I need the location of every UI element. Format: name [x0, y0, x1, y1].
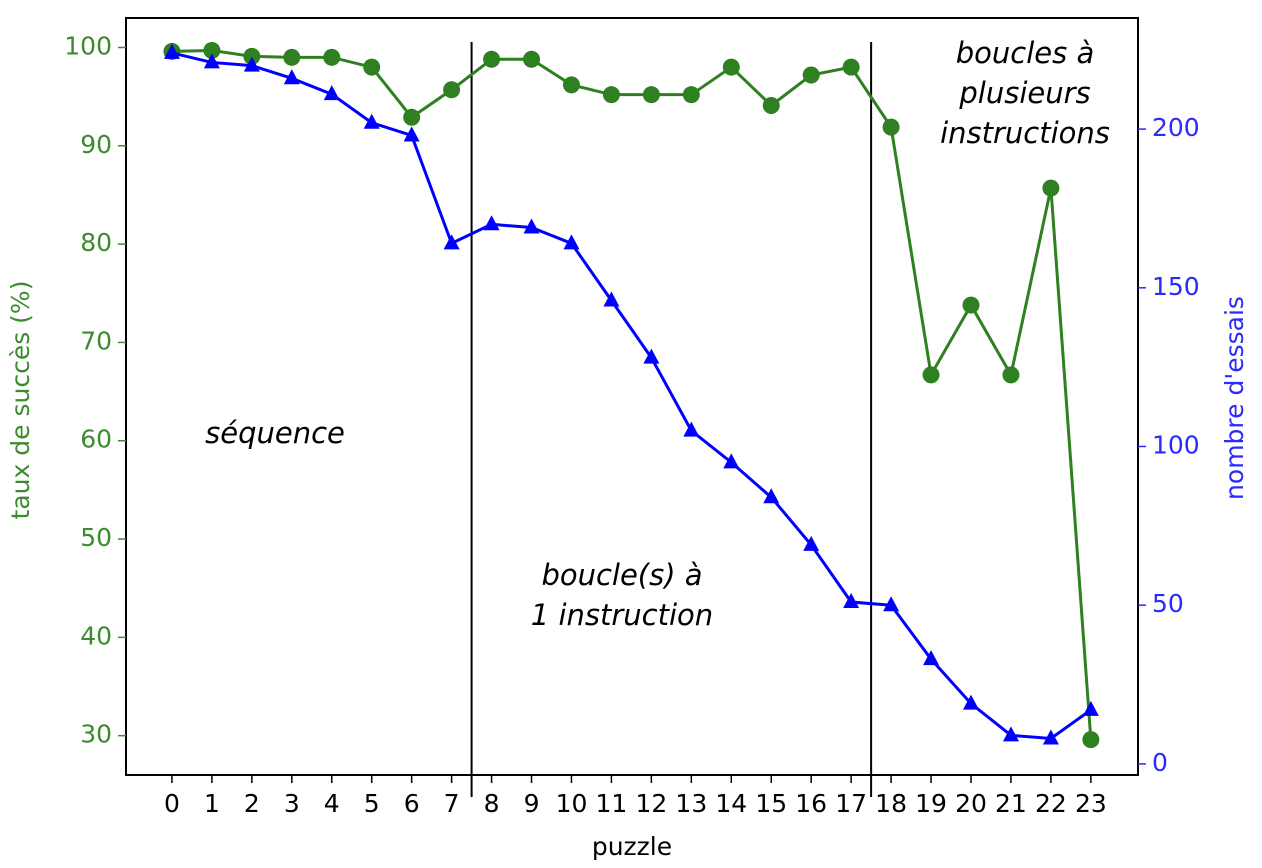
x-axis-label: puzzle	[592, 832, 672, 861]
y-axis-label: taux de succès (%)	[6, 281, 35, 520]
marker	[1042, 729, 1059, 745]
marker	[363, 58, 381, 76]
y-tick-label: 100	[64, 31, 112, 60]
annotation: instructions	[940, 116, 1110, 150]
marker	[723, 453, 740, 469]
marker	[163, 43, 180, 59]
x-tick-label: 6	[404, 789, 420, 818]
marker	[203, 53, 220, 69]
y-tick-label: 60	[80, 425, 112, 454]
x-tick-label: 0	[164, 789, 180, 818]
marker	[363, 113, 380, 129]
x-tick-label: 1	[204, 789, 220, 818]
y2-tick-label: 150	[1152, 272, 1200, 301]
x-tick-label: 10	[556, 789, 588, 818]
marker	[682, 86, 700, 104]
y2-tick-label: 100	[1152, 430, 1200, 459]
x-tick-label: 23	[1075, 789, 1107, 818]
marker	[962, 296, 980, 314]
marker	[922, 366, 940, 384]
x-tick-label: 5	[364, 789, 380, 818]
marker	[243, 56, 260, 72]
x-tick-label: 12	[635, 789, 667, 818]
x-tick-label: 7	[444, 789, 460, 818]
annotation: plusieurs	[958, 76, 1090, 110]
marker	[403, 108, 421, 126]
x-tick-label: 13	[675, 789, 707, 818]
marker	[1082, 731, 1100, 749]
marker	[523, 50, 541, 68]
x-tick-label: 21	[995, 789, 1027, 818]
marker	[283, 69, 300, 85]
marker	[762, 96, 780, 114]
y2-axis-label: nombre d'essais	[1220, 296, 1249, 500]
annotation: boucle(s) à	[541, 558, 702, 592]
annotation: boucles à	[956, 36, 1094, 70]
x-tick-label: 9	[524, 789, 540, 818]
marker	[562, 76, 580, 94]
x-tick-label: 2	[244, 789, 260, 818]
marker	[923, 650, 940, 666]
x-tick-label: 18	[875, 789, 907, 818]
marker	[243, 47, 261, 65]
marker	[403, 126, 420, 142]
y-tick-label: 50	[80, 523, 112, 552]
x-tick-label: 20	[955, 789, 987, 818]
marker	[483, 50, 501, 68]
y-tick-label: 90	[80, 130, 112, 159]
marker	[443, 81, 461, 99]
x-tick-label: 15	[755, 789, 787, 818]
y-tick-label: 80	[80, 228, 112, 257]
marker	[842, 58, 860, 76]
marker	[203, 41, 221, 59]
marker	[602, 86, 620, 104]
marker	[603, 291, 620, 307]
y2-tick-label: 50	[1152, 589, 1184, 618]
x-tick-label: 14	[715, 789, 747, 818]
y2-tick-label: 0	[1152, 748, 1168, 777]
x-tick-label: 22	[1035, 789, 1067, 818]
annotation: séquence	[205, 416, 345, 450]
marker	[803, 535, 820, 551]
marker	[802, 66, 820, 84]
x-tick-label: 3	[284, 789, 300, 818]
x-tick-label: 16	[795, 789, 827, 818]
marker	[1002, 366, 1020, 384]
marker	[962, 694, 979, 710]
y-tick-label: 40	[80, 621, 112, 650]
y2-tick-label: 200	[1152, 113, 1200, 142]
x-tick-label: 11	[596, 789, 628, 818]
x-tick-label: 8	[484, 789, 500, 818]
marker	[323, 85, 340, 101]
y-tick-label: 70	[80, 326, 112, 355]
marker	[323, 48, 341, 66]
marker	[643, 348, 660, 364]
plot-frame	[125, 17, 1139, 776]
annotation: 1 instruction	[531, 598, 713, 632]
marker	[443, 234, 460, 250]
y-tick-label: 30	[80, 720, 112, 749]
x-tick-label: 4	[324, 789, 340, 818]
marker	[523, 218, 540, 234]
marker	[683, 421, 700, 437]
marker	[483, 215, 500, 231]
x-tick-label: 17	[835, 789, 867, 818]
marker	[882, 118, 900, 136]
marker	[1082, 700, 1099, 716]
marker	[722, 58, 740, 76]
marker	[642, 86, 660, 104]
series-line	[171, 48, 1093, 740]
marker	[763, 488, 780, 504]
marker	[883, 596, 900, 612]
marker	[563, 234, 580, 250]
marker	[1002, 726, 1019, 742]
x-tick-label: 19	[915, 789, 947, 818]
marker	[843, 593, 860, 609]
series-line	[171, 51, 1092, 741]
marker	[283, 48, 301, 66]
marker	[1042, 179, 1060, 197]
